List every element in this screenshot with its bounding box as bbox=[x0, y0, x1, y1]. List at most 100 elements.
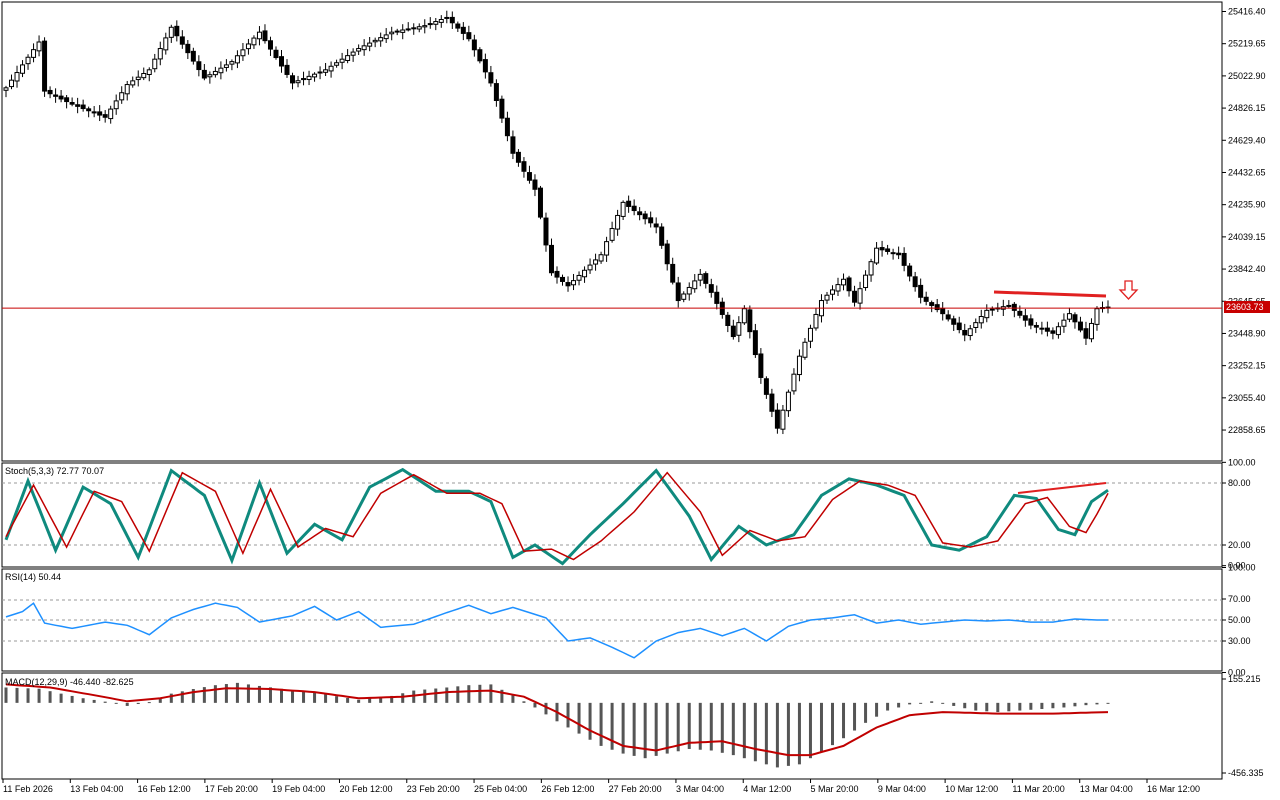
candle-body bbox=[587, 264, 593, 271]
macd-bar bbox=[158, 697, 162, 703]
price-tick-label: 24432.65 bbox=[1228, 167, 1266, 177]
rsi-tick-label: 50.00 bbox=[1228, 615, 1251, 625]
candle-body bbox=[273, 49, 279, 59]
stoch-tick-label: 100.00 bbox=[1228, 457, 1256, 467]
candle-body bbox=[907, 265, 913, 277]
candle-body bbox=[256, 31, 262, 40]
macd-tick-label: 155.215 bbox=[1228, 674, 1261, 684]
macd-bar bbox=[842, 702, 846, 739]
candle-body bbox=[25, 56, 31, 65]
candle-body bbox=[780, 409, 786, 430]
candle-body bbox=[157, 48, 163, 60]
macd-bar bbox=[897, 702, 901, 708]
rsi-tick-label: 70.00 bbox=[1228, 594, 1251, 604]
candle-body bbox=[725, 314, 731, 327]
candle-body bbox=[36, 41, 42, 52]
macd-bar bbox=[280, 688, 283, 703]
candle-body bbox=[383, 34, 389, 40]
price-tick-label: 24039.15 bbox=[1228, 232, 1266, 242]
candle-body bbox=[537, 187, 543, 218]
candle-body bbox=[741, 308, 747, 324]
time-tick-label: 16 Feb 12:00 bbox=[138, 784, 191, 794]
price-tick-label: 25022.90 bbox=[1228, 71, 1266, 81]
candle-body bbox=[807, 327, 813, 342]
candle-body bbox=[42, 40, 48, 92]
time-tick-label: 27 Feb 20:00 bbox=[609, 784, 662, 794]
candle-body bbox=[730, 325, 736, 338]
macd-bar bbox=[103, 701, 107, 703]
candle-body bbox=[593, 259, 599, 265]
macd-bar bbox=[478, 684, 482, 703]
candle-body bbox=[697, 273, 703, 281]
rsi-label: RSI(14) 50.44 bbox=[5, 572, 61, 582]
price-panel[interactable]: 25416.40 25219.65 25022.90 24826.15 24629.40… bbox=[1, 1, 1270, 462]
candle-body bbox=[714, 291, 720, 304]
candle-body bbox=[890, 252, 896, 255]
macd-panel[interactable]: MACD(12,29,9) -46.440 -82.625 155.215 -45… bbox=[1, 672, 1264, 780]
macd-bar bbox=[114, 702, 118, 704]
candle-body bbox=[20, 64, 26, 74]
candle-body bbox=[301, 78, 307, 81]
rsi-panel[interactable]: RSI(14) 50.44 100.00 70.00 50.00 30.00 0.00 bbox=[1, 563, 1256, 678]
macd-bar bbox=[698, 702, 702, 750]
macd-bar bbox=[302, 691, 306, 703]
price-tick-label: 23055.40 bbox=[1228, 393, 1266, 403]
candle-body bbox=[554, 270, 560, 278]
candle-body bbox=[1088, 322, 1094, 340]
macd-bar bbox=[125, 702, 129, 706]
rsi-line bbox=[5, 602, 1108, 659]
macd-bar bbox=[390, 695, 394, 703]
price-tick-label: 25416.40 bbox=[1228, 6, 1266, 16]
macd-bar bbox=[1029, 702, 1033, 710]
candle-body bbox=[53, 94, 59, 97]
macd-bar bbox=[974, 702, 978, 711]
candle-body bbox=[796, 355, 802, 376]
candle-body bbox=[245, 43, 251, 50]
price-tick-label: 25219.65 bbox=[1228, 39, 1266, 49]
time-tick-label: 9 Mar 04:00 bbox=[878, 784, 926, 794]
macd-bar bbox=[346, 697, 350, 703]
candle-body bbox=[604, 241, 610, 256]
macd-bar bbox=[687, 702, 691, 749]
macd-bar bbox=[731, 702, 735, 756]
macd-bar bbox=[831, 702, 834, 746]
candle-body bbox=[438, 19, 444, 23]
candle-body bbox=[830, 289, 835, 295]
candle-body bbox=[108, 108, 114, 120]
stoch-tick-label: 80.00 bbox=[1228, 478, 1251, 488]
macd-bar bbox=[786, 702, 790, 766]
candle-body bbox=[835, 284, 841, 292]
candle-body bbox=[1094, 308, 1100, 325]
candle-body bbox=[648, 217, 654, 224]
candle-body bbox=[471, 39, 477, 51]
macd-label: MACD(12,29,9) -46.440 -82.625 bbox=[5, 677, 134, 687]
price-tick-label: 22858.65 bbox=[1228, 425, 1266, 435]
candle-body bbox=[207, 74, 213, 78]
candle-body bbox=[1028, 318, 1034, 326]
stoch-divergence-line bbox=[1017, 482, 1107, 494]
stoch-panel[interactable]: Stoch(5,3,3) 72.77 70.07 100.00 80.00 20.0… bbox=[1, 457, 1256, 571]
candle-body bbox=[279, 56, 284, 67]
candle-body bbox=[868, 261, 874, 276]
candle-body bbox=[394, 30, 400, 33]
candle-body bbox=[212, 70, 218, 76]
candle-body bbox=[427, 23, 433, 26]
macd-bar bbox=[996, 702, 1000, 713]
candle-body bbox=[201, 69, 207, 79]
candle-body bbox=[659, 226, 665, 246]
macd-bar bbox=[70, 695, 74, 703]
candle-body bbox=[565, 282, 571, 287]
macd-bar bbox=[434, 688, 438, 703]
macd-bar bbox=[1073, 702, 1077, 707]
candle-body bbox=[642, 213, 648, 220]
candle-body bbox=[560, 276, 566, 282]
candle-body bbox=[940, 308, 946, 315]
candle-body bbox=[973, 322, 979, 328]
macd-bar bbox=[599, 702, 603, 746]
macd-bar bbox=[1051, 702, 1055, 709]
candle-body bbox=[1055, 326, 1061, 336]
candle-body bbox=[174, 25, 180, 37]
time-tick-label: 16 Mar 12:00 bbox=[1147, 784, 1200, 794]
candle-body bbox=[1011, 303, 1017, 311]
